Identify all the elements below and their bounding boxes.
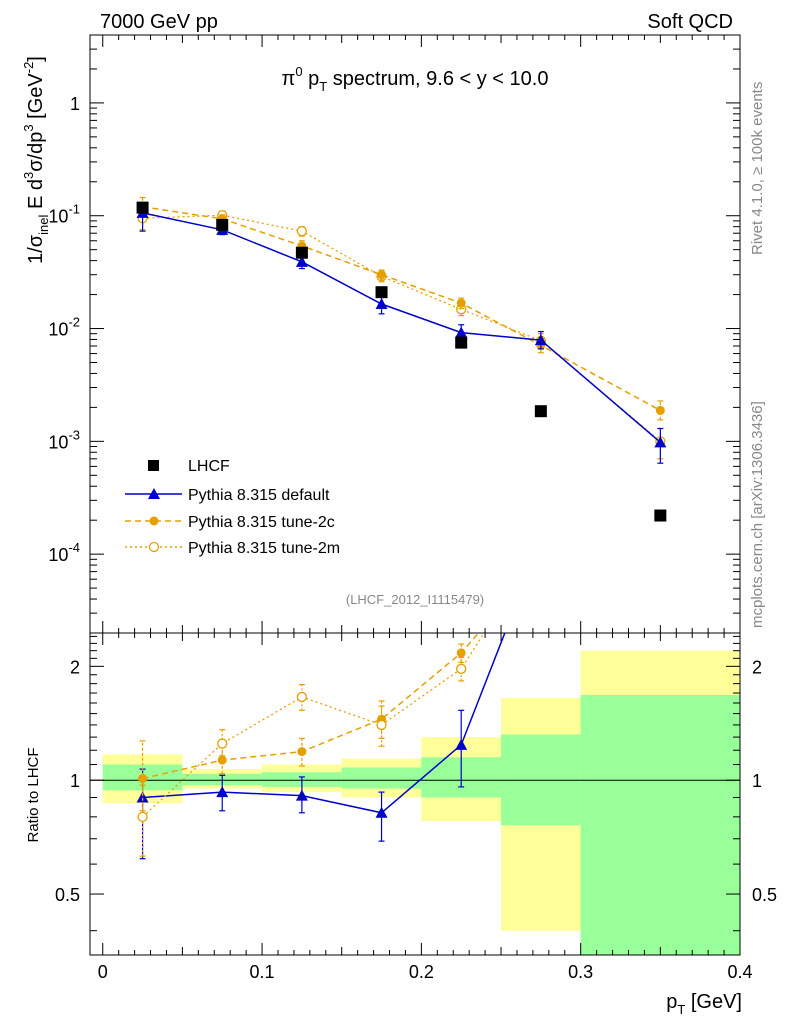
ratio-panel: 0 0.1 0.2 0.3 0.4 0.5 0.5 1 1 2 2 <box>55 35 777 982</box>
main-point-tune2c <box>655 405 665 415</box>
main-y-axis-ticks <box>90 34 740 634</box>
ratio-point-default <box>136 791 149 803</box>
legend-label-tune2c: Pythia 8.315 tune-2c <box>188 514 335 531</box>
ratio-point-tune2m <box>376 719 387 731</box>
ratio-y-tick-label-left: 1 <box>70 771 80 791</box>
ratio-point-tune2m <box>296 691 308 703</box>
x-axis-label: pT [GeV] <box>666 991 742 1017</box>
legend-label-tune2m: Pythia 8.315 tune-2m <box>188 540 340 557</box>
main-point-tune2m <box>296 225 308 237</box>
ratio-point-tune2c <box>217 755 227 765</box>
ratio-y-tick-label-left: 0.5 <box>55 885 80 905</box>
analysis-id-label: (LHCF_2012_I1115479) <box>346 592 484 607</box>
ratio-band-inner-6 <box>580 694 740 955</box>
legend: LHCF Pythia 8.315 default Pythia 8.315 t… <box>125 458 340 557</box>
main-data-point <box>654 509 667 522</box>
ratio-y-tick-label-left: 2 <box>70 657 80 677</box>
main-line-default <box>142 212 661 443</box>
main-point-default <box>455 326 468 338</box>
main-y-tick-label: 10-1 <box>48 202 80 227</box>
legend-marker-tune2c <box>149 516 159 526</box>
mcplots-citation-label: mcplots.cern.ch [arXiv:1306.3436] <box>749 401 766 628</box>
ratio-point-default <box>455 738 468 750</box>
x-tick-label: 0.1 <box>250 962 275 982</box>
ratio-point-tune2m <box>137 811 148 822</box>
legend-label-lhcf: LHCF <box>188 458 230 475</box>
ratio-error-bands <box>102 650 740 955</box>
main-line-tune2c <box>142 206 661 412</box>
ratio-point-tune2m <box>217 738 228 749</box>
main-line-tune2m <box>142 214 661 442</box>
ratio-band-inner-3 <box>341 767 422 789</box>
y-axis-label-main: 1/σinel E d3σ/dp3 [GeV-2] <box>21 56 51 264</box>
header-left: 7000 GeV pp <box>100 11 218 33</box>
ratio-point-default <box>375 806 388 818</box>
main-data-point <box>455 336 468 349</box>
x-tick-label: 0.2 <box>409 962 434 982</box>
x-axis-ticks <box>102 35 741 955</box>
ratio-plot-frame <box>89 632 741 956</box>
main-data-point <box>295 246 308 259</box>
ratio-point-default <box>295 789 308 801</box>
legend-marker-tune2m <box>148 541 160 553</box>
main-point-tune2c <box>377 270 387 280</box>
plot-title: π0 pT spectrum, 9.6 < y < 10.0 <box>282 64 549 94</box>
main-series-tune2m <box>137 208 666 460</box>
main-point-tune2c <box>456 298 466 308</box>
main-point-default <box>654 436 667 448</box>
main-data-point <box>136 201 149 214</box>
main-y-tick-label: 10-2 <box>48 315 80 340</box>
header-right: Soft QCD <box>647 11 733 33</box>
legend-label-default: Pythia 8.315 default <box>188 487 330 504</box>
ratio-point-tune2c <box>297 747 307 757</box>
ratio-y-tick-label-right: 1 <box>752 771 762 791</box>
main-data-point <box>375 286 388 299</box>
x-tick-label: 0.4 <box>727 962 752 982</box>
ratio-point-tune2c <box>138 774 148 784</box>
main-series-data <box>136 201 667 522</box>
ratio-point-tune2m <box>456 663 467 674</box>
main-y-tick-label: 10-4 <box>48 540 80 565</box>
x-tick-label: 0 <box>98 962 108 982</box>
ratio-y-tick-label-right: 0.5 <box>752 885 777 905</box>
main-point-default <box>375 297 388 309</box>
main-y-tick-label: 1 <box>70 94 80 114</box>
ratio-point-tune2c <box>456 648 466 658</box>
main-data-point <box>216 218 229 231</box>
main-y-tick-label: 10-3 <box>48 427 80 452</box>
main-series-tune2c <box>138 196 665 421</box>
ratio-series-tune2m <box>137 633 485 857</box>
main-series-default <box>136 203 667 464</box>
main-panel: 1 10-1 10-2 10-3 10-4 <box>48 34 741 634</box>
ratio-y-tick-label-right: 2 <box>752 657 762 677</box>
rivet-version-label: Rivet 4.1.0, ≥ 100k events <box>749 82 766 255</box>
legend-marker-default <box>148 488 160 499</box>
ratio-point-default <box>216 786 229 798</box>
x-tick-label: 0.3 <box>568 962 593 982</box>
main-point-default <box>534 334 547 346</box>
y-axis-label-ratio: Ratio to LHCF <box>25 747 42 842</box>
main-data-point <box>534 405 547 418</box>
main-point-default <box>295 255 308 267</box>
legend-marker-lhcf <box>148 460 159 471</box>
